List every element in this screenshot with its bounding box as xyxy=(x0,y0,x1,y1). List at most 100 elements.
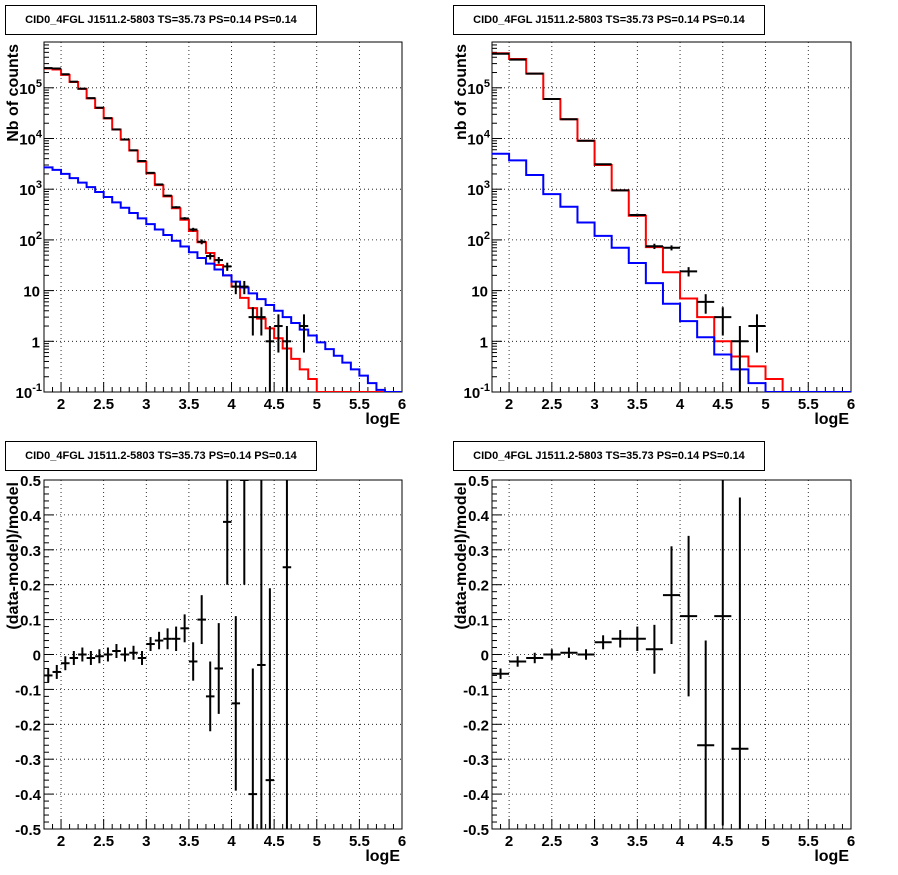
x-tick-label: 3 xyxy=(142,396,150,413)
y-tick-label: 102 xyxy=(467,230,490,250)
y-tick-label: 103 xyxy=(19,179,42,199)
x-tick-label: 5 xyxy=(761,833,769,850)
y-tick-label: -0.4 xyxy=(15,787,42,804)
chart-panel-1: 2 2.5 3 3.5 4 4.5 5 5.5 6 10-1 1 10 102 103 104 105 logE… xyxy=(5,41,406,428)
y-axis-label: Nb of counts xyxy=(5,44,22,142)
y-tick-label: 1 xyxy=(32,334,40,351)
x-tick-label: 5.5 xyxy=(349,396,370,413)
x-tick-label: 4.5 xyxy=(264,833,285,850)
chart-title-text-3: CID0_4FGL J1511.2-5803 TS=35.73 PS=0.14 … xyxy=(25,450,297,462)
chart-panel-2: 2 2.5 3 3.5 4 4.5 5 5.5 6 10-1 1 10 102 103 104 105 logE… xyxy=(453,41,855,428)
x-tick-label: 3 xyxy=(590,396,598,413)
plot-area xyxy=(492,480,749,829)
x-tick-label: 6 xyxy=(847,833,855,850)
y-tick-label: 0.4 xyxy=(468,508,490,525)
chart-title-2: CID0_4FGL J1511.2-5803 TS=35.73 PS=0.14 … xyxy=(453,5,765,35)
x-tick-label: 4 xyxy=(227,833,236,850)
y-tick-label: 0 xyxy=(481,648,489,665)
chart-panel-4: 2 2.5 3 3.5 4 4.5 5 5.5 6 -0.5 -0.4 -0.3 -0.2 -0.1 0 0.… xyxy=(453,473,855,865)
plot-frame xyxy=(43,41,403,393)
plot-frame xyxy=(491,41,852,393)
y-tick-label: -0.5 xyxy=(463,822,489,839)
x-tick-label: 5 xyxy=(761,396,769,413)
y-tick-label: 10 xyxy=(471,284,488,301)
y-axis-label: (data-model)/model xyxy=(453,482,470,630)
chart-title-1: CID0_4FGL J1511.2-5803 TS=35.73 PS=0.14 … xyxy=(5,5,317,35)
y-tick-label: 102 xyxy=(19,230,42,250)
y-tick-label: -0.2 xyxy=(463,717,489,734)
x-tick-label: 4 xyxy=(676,396,685,413)
y-tick-label: 0.2 xyxy=(468,578,489,595)
x-tick-label: 5.5 xyxy=(349,833,370,850)
y-tick-label: 104 xyxy=(19,128,43,148)
chart-title-text-2: CID0_4FGL J1511.2-5803 TS=35.73 PS=0.14 … xyxy=(473,14,745,26)
x-tick-label: 3 xyxy=(142,833,150,850)
y-tick-label: -0.1 xyxy=(15,682,41,699)
x-tick-label: 3.5 xyxy=(627,396,648,413)
y-tick-label: 10 xyxy=(23,284,40,301)
x-tick-label: 4.5 xyxy=(712,396,733,413)
chart-title-4: CID0_4FGL J1511.2-5803 TS=35.73 PS=0.14 … xyxy=(453,441,765,471)
chart-title-text-1: CID0_4FGL J1511.2-5803 TS=35.73 PS=0.14 … xyxy=(25,14,297,26)
y-tick-label: -0.1 xyxy=(463,682,489,699)
y-tick-label: 0 xyxy=(33,648,41,665)
y-tick-label: -0.5 xyxy=(15,822,41,839)
y-tick-label: 105 xyxy=(19,78,42,98)
x-tick-label: 4.5 xyxy=(264,396,285,413)
x-tick-label: 3.5 xyxy=(178,396,199,413)
histogram-series-total xyxy=(492,52,851,392)
x-tick-label: 2 xyxy=(505,396,513,413)
x-tick-label: 4 xyxy=(227,396,236,413)
x-tick-label: 5.5 xyxy=(798,833,819,850)
x-axis-label: logE xyxy=(814,411,849,428)
x-tick-label: 2.5 xyxy=(93,396,114,413)
x-tick-label: 2 xyxy=(505,833,513,850)
plot-area xyxy=(492,52,851,392)
histogram-series-source xyxy=(44,166,402,392)
x-tick-label: 5 xyxy=(313,396,321,413)
y-tick-label: 1 xyxy=(480,334,488,351)
chart-title-3: CID0_4FGL J1511.2-5803 TS=35.73 PS=0.14 … xyxy=(5,441,317,471)
x-tick-label: 3.5 xyxy=(627,833,648,850)
x-tick-label: 3 xyxy=(590,833,598,850)
x-tick-label: 2.5 xyxy=(93,833,114,850)
x-tick-label: 6 xyxy=(398,396,406,413)
y-axis-label: nb of counts xyxy=(453,44,470,140)
x-tick-label: 5 xyxy=(313,833,321,850)
chart-panel-3: 2 2.5 3 3.5 4 4.5 5 5.5 6 -0.5 -0.4 -0.3 -0.2 -0.1 0 0.… xyxy=(5,473,406,865)
x-tick-label: 2 xyxy=(57,396,65,413)
x-tick-label: 2 xyxy=(57,833,65,850)
x-tick-label: 2.5 xyxy=(541,396,562,413)
y-tick-label: 0.2 xyxy=(20,578,41,595)
chart-title-text-4: CID0_4FGL J1511.2-5803 TS=35.73 PS=0.14 … xyxy=(473,450,745,462)
y-axis-label: (data-model)/model xyxy=(5,482,22,630)
y-tick-label: 0.1 xyxy=(468,613,489,630)
y-tick-label: 0.5 xyxy=(468,473,489,490)
x-tick-label: 3.5 xyxy=(178,833,199,850)
y-tick-label: 0.5 xyxy=(20,473,41,490)
x-axis-label: logE xyxy=(365,411,400,428)
plot-area xyxy=(44,480,292,829)
x-axis-label: logE xyxy=(365,848,400,865)
x-tick-label: 4 xyxy=(676,833,685,850)
y-tick-label: 0.1 xyxy=(20,613,41,630)
y-tick-label: 105 xyxy=(467,78,490,98)
y-tick-label: 104 xyxy=(467,128,491,148)
x-tick-label: 2.5 xyxy=(541,833,562,850)
y-tick-label: -0.3 xyxy=(463,752,489,769)
y-tick-label: 10-1 xyxy=(16,382,42,402)
y-tick-label: 103 xyxy=(467,179,490,199)
plot-area xyxy=(44,67,402,392)
x-tick-label: 4.5 xyxy=(712,833,733,850)
histogram-series-source xyxy=(492,152,851,392)
x-tick-label: 5.5 xyxy=(798,396,819,413)
histogram-series-total xyxy=(44,67,402,392)
y-tick-label: 0.3 xyxy=(468,543,489,560)
x-axis-label: logE xyxy=(814,848,849,865)
y-tick-label: -0.4 xyxy=(463,787,490,804)
y-tick-label: 0.3 xyxy=(20,543,41,560)
y-tick-label: 0.4 xyxy=(20,508,42,525)
x-tick-label: 6 xyxy=(847,396,855,413)
x-tick-label: 6 xyxy=(398,833,406,850)
